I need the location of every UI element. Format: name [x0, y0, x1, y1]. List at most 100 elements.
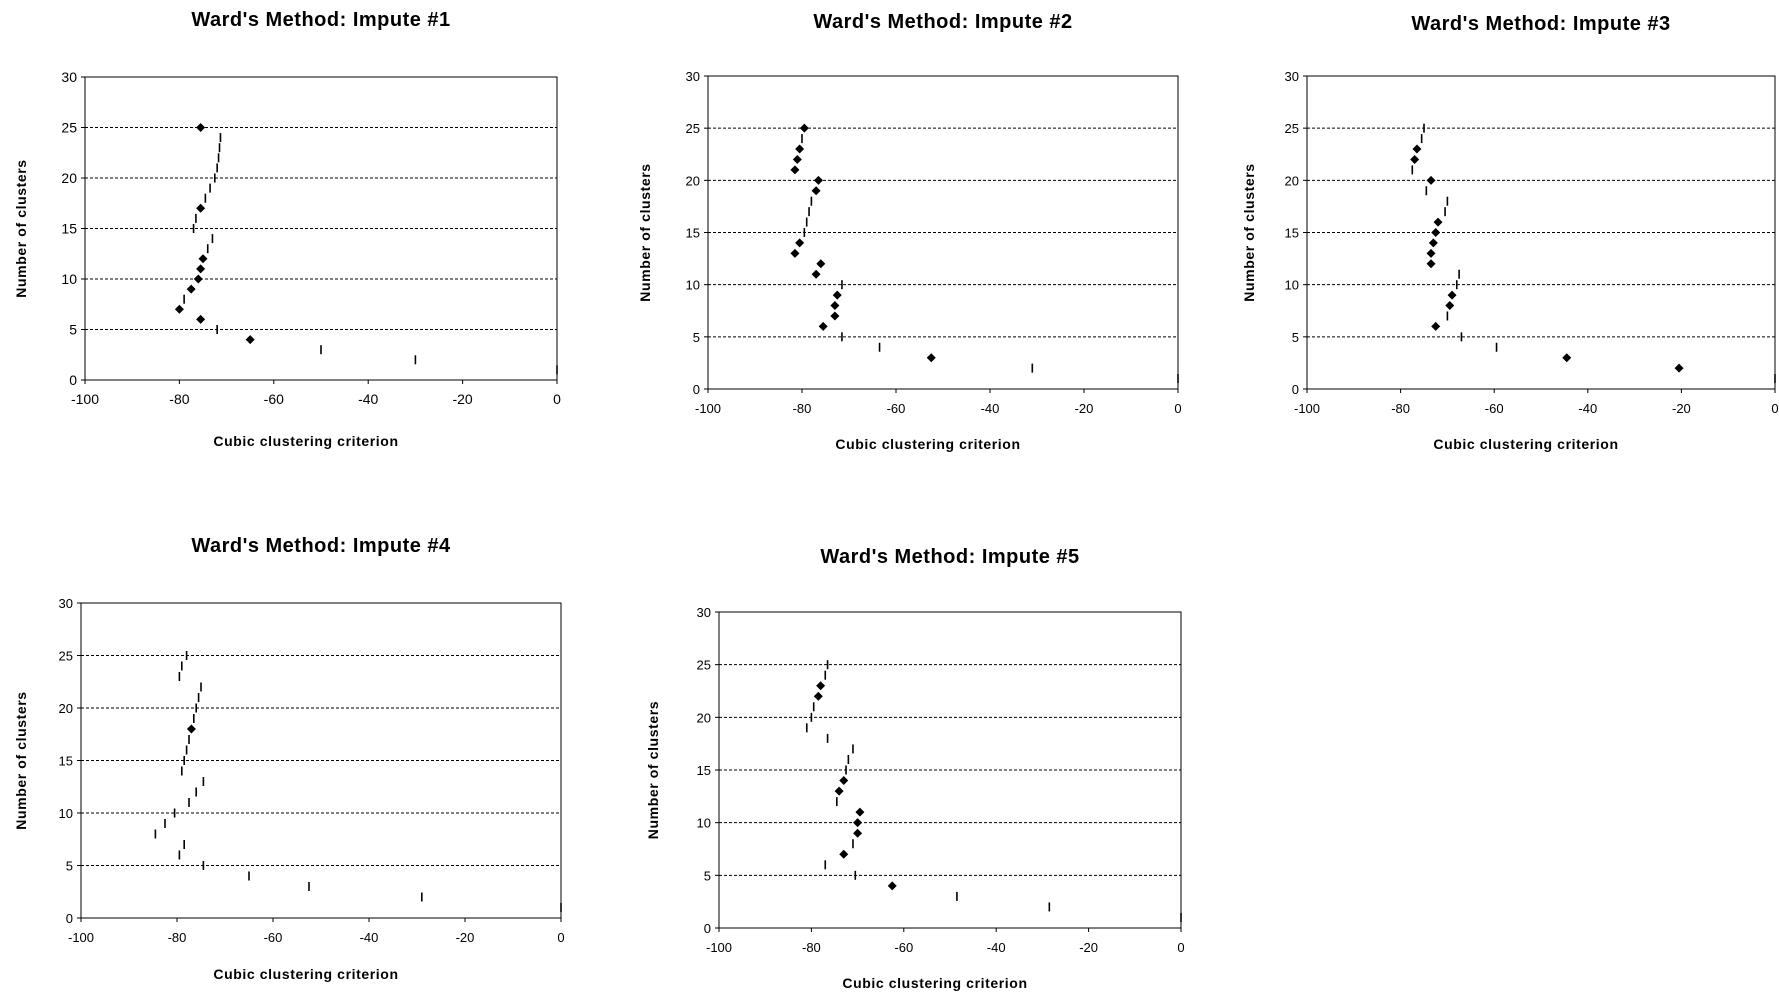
- x-tick-label: -60: [1485, 401, 1504, 416]
- y-tick-label: 5: [69, 322, 77, 338]
- y-tick-label: 10: [61, 271, 77, 287]
- data-point-diamond: [813, 175, 823, 185]
- x-axis-label: Cubic clustering criterion: [835, 436, 1020, 452]
- y-tick-label: 0: [1292, 382, 1299, 397]
- x-tick-label: 0: [1771, 401, 1778, 416]
- y-tick-label: 25: [61, 120, 77, 136]
- data-point-diamond: [830, 311, 840, 321]
- y-axis-label: Number of clusters: [645, 701, 661, 839]
- chart-title: Ward's Method: Impute #2: [813, 11, 1072, 33]
- data-point-diamond: [186, 724, 196, 734]
- y-tick-label: 30: [59, 596, 73, 611]
- y-tick-label: 5: [704, 868, 711, 883]
- data-point-diamond: [196, 123, 206, 132]
- x-tick-label: -60: [264, 930, 283, 945]
- chart-title: Ward's Method: Impute #4: [191, 535, 451, 557]
- data-point-diamond: [196, 203, 206, 213]
- data-point-diamond: [832, 290, 842, 300]
- y-tick-label: 20: [1285, 173, 1299, 188]
- y-tick-label: 15: [59, 754, 73, 769]
- y-tick-label: 25: [697, 658, 711, 673]
- y-tick-label: 10: [59, 806, 73, 821]
- y-tick-label: 0: [693, 382, 700, 397]
- data-point-diamond: [186, 284, 196, 294]
- x-tick-label: -20: [456, 930, 475, 945]
- x-tick-label: -80: [802, 940, 821, 955]
- x-tick-label: -40: [987, 940, 1006, 955]
- data-point-diamond: [813, 691, 823, 701]
- y-tick-label: 25: [1285, 121, 1299, 136]
- data-point-diamond: [816, 259, 826, 269]
- y-tick-label: 20: [686, 173, 700, 188]
- data-point-diamond: [1674, 363, 1684, 373]
- x-tick-label: -40: [358, 391, 378, 407]
- data-point-diamond: [1433, 217, 1443, 227]
- y-tick-label: 30: [686, 69, 700, 84]
- data-point-diamond: [830, 301, 840, 311]
- chart-panel-1: Ward's Method: Impute #1 0 5 10 15 20 25 30 -100…: [13, 9, 561, 449]
- data-point-diamond: [799, 123, 809, 133]
- x-tick-label: 0: [1177, 940, 1184, 955]
- chart-title: Ward's Method: Impute #5: [820, 546, 1079, 568]
- data-point-diamond: [1426, 248, 1436, 258]
- chart-panel-5: Ward's Method: Impute #5 0 5 10 15 20 25 30 -100…: [645, 546, 1185, 991]
- y-tick-label: 0: [69, 372, 77, 388]
- x-tick-label: -80: [169, 391, 189, 407]
- y-tick-label: 5: [1292, 330, 1299, 345]
- data-point-diamond: [1447, 290, 1457, 300]
- data-point-diamond: [1426, 175, 1436, 185]
- y-axis-label: Number of clusters: [13, 159, 29, 297]
- data-point-diamond: [795, 144, 805, 154]
- y-tick-label: 10: [697, 816, 711, 831]
- x-tick-label: -100: [1294, 401, 1320, 416]
- data-point-diamond: [811, 269, 821, 279]
- x-tick-label: -40: [981, 401, 1000, 416]
- x-tick-label: -80: [1391, 401, 1410, 416]
- y-tick-label: 10: [1285, 278, 1299, 293]
- y-tick-label: 20: [61, 170, 77, 186]
- x-tick-label: 0: [1174, 401, 1181, 416]
- data-point-diamond: [245, 335, 255, 345]
- x-axis-label: Cubic clustering criterion: [213, 966, 398, 982]
- y-tick-label: 25: [59, 649, 73, 664]
- data-point-diamond: [1431, 228, 1441, 237]
- chart-panel-4: Ward's Method: Impute #4 0 5 10 15 20 25 30 -100…: [13, 535, 565, 982]
- y-tick-label: 15: [1285, 226, 1299, 241]
- x-tick-label: -80: [793, 401, 812, 416]
- data-point-diamond: [174, 304, 184, 314]
- data-point-diamond: [816, 681, 826, 691]
- chart-panel-2: Ward's Method: Impute #2 0 5 10 15 20 25 30 -100…: [637, 11, 1182, 452]
- x-tick-label: -20: [1079, 940, 1098, 955]
- data-point-diamond: [853, 828, 863, 838]
- data-point-diamond: [196, 264, 206, 274]
- x-tick-label: -100: [695, 401, 721, 416]
- y-tick-label: 15: [686, 226, 700, 241]
- y-tick-label: 10: [686, 278, 700, 293]
- y-tick-label: 15: [61, 221, 77, 237]
- x-axis-label: Cubic clustering criterion: [213, 433, 398, 449]
- data-point-diamond: [834, 786, 844, 796]
- data-point-diamond: [855, 807, 865, 817]
- data-point-diamond: [193, 274, 203, 284]
- data-point-diamond: [1428, 238, 1438, 248]
- y-axis-label: Number of clusters: [637, 163, 653, 301]
- chart-panel-3: Ward's Method: Impute #3 0 5 10 15 20 25 30 -100…: [1241, 13, 1779, 452]
- x-tick-label: -20: [1672, 401, 1691, 416]
- y-tick-label: 25: [686, 121, 700, 136]
- data-point-diamond: [839, 849, 849, 859]
- y-tick-label: 30: [1285, 69, 1299, 84]
- x-tick-label: -40: [1578, 401, 1597, 416]
- y-tick-label: 5: [66, 859, 73, 874]
- y-tick-label: 30: [697, 605, 711, 620]
- y-tick-label: 30: [61, 69, 77, 85]
- data-point-diamond: [1431, 321, 1441, 331]
- x-tick-label: -100: [71, 391, 99, 407]
- data-point-diamond: [811, 186, 821, 196]
- y-tick-label: 5: [693, 330, 700, 345]
- x-tick-label: 0: [553, 391, 561, 407]
- data-point-diamond: [196, 314, 206, 324]
- data-point-diamond: [795, 238, 805, 248]
- chart-title: Ward's Method: Impute #1: [191, 9, 450, 31]
- data-point-diamond: [1426, 259, 1436, 269]
